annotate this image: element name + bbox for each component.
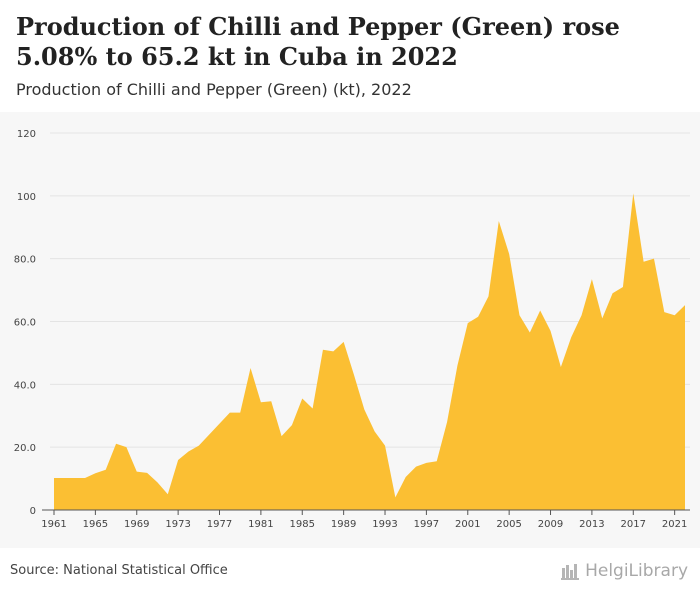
x-axis xyxy=(42,509,690,515)
data-point-1984[interactable] xyxy=(289,423,294,428)
data-point-2011[interactable] xyxy=(569,335,574,340)
x-tick-label: 2001 xyxy=(455,519,480,530)
data-point-1968[interactable] xyxy=(124,445,129,450)
data-point-1978[interactable] xyxy=(227,410,232,415)
data-point-2020[interactable] xyxy=(662,310,667,315)
data-point-2001[interactable] xyxy=(465,321,470,326)
y-tick-label: 120 xyxy=(17,129,36,140)
data-point-1969[interactable] xyxy=(134,469,139,474)
data-point-1967[interactable] xyxy=(114,441,119,446)
area-chart: 0 20.0 40.0 60.0 80.0 100 120 1961 1965 1969 1973… xyxy=(14,129,690,530)
data-point-1987[interactable] xyxy=(320,347,325,352)
data-point-2008[interactable] xyxy=(538,308,543,313)
x-tick-label: 1989 xyxy=(331,519,356,530)
data-point-1993[interactable] xyxy=(383,443,388,448)
data-point-1983[interactable] xyxy=(279,434,284,439)
data-point-2015[interactable] xyxy=(610,291,615,296)
data-point-2019[interactable] xyxy=(651,256,656,261)
data-point-2006[interactable] xyxy=(517,313,522,318)
data-point-1994[interactable] xyxy=(393,495,398,500)
data-point-2017[interactable] xyxy=(631,191,636,196)
data-point-1964[interactable] xyxy=(83,475,88,480)
x-tick-label: 1993 xyxy=(372,519,397,530)
data-point-2002[interactable] xyxy=(476,314,481,319)
data-point-1972[interactable] xyxy=(165,492,170,497)
data-point-1982[interactable] xyxy=(269,399,274,404)
data-point-1997[interactable] xyxy=(424,460,429,465)
data-point-1992[interactable] xyxy=(372,429,377,434)
data-point-1980[interactable] xyxy=(248,366,253,371)
chart-subtitle: Production of Chilli and Pepper (Green) … xyxy=(16,80,412,99)
x-tick-label: 2021 xyxy=(662,519,687,530)
data-point-1981[interactable] xyxy=(258,400,263,405)
data-point-1973[interactable] xyxy=(176,458,181,463)
x-tick-label: 2005 xyxy=(496,519,521,530)
x-tick-label: 1961 xyxy=(41,519,66,530)
data-point-1995[interactable] xyxy=(403,475,408,480)
chart-title: Production of Chilli and Pepper (Green) … xyxy=(16,12,620,71)
data-point-2012[interactable] xyxy=(579,313,584,318)
data-point-2004[interactable] xyxy=(496,218,501,223)
data-point-1996[interactable] xyxy=(414,464,419,469)
data-point-2013[interactable] xyxy=(589,277,594,282)
data-point-1988[interactable] xyxy=(331,349,336,354)
data-point-1970[interactable] xyxy=(145,470,150,475)
y-tick-label: 80.0 xyxy=(14,255,36,266)
data-point-1971[interactable] xyxy=(155,480,160,485)
data-point-2003[interactable] xyxy=(486,294,491,299)
data-point-2022[interactable] xyxy=(683,303,688,308)
data-point-2009[interactable] xyxy=(548,328,553,333)
data-point-1979[interactable] xyxy=(238,410,243,415)
x-tick-label: 2017 xyxy=(621,519,646,530)
x-tick-label: 1977 xyxy=(207,519,232,530)
y-tick-label: 0 xyxy=(30,506,36,517)
x-tick-label: 1969 xyxy=(124,519,149,530)
y-tick-label: 40.0 xyxy=(14,380,36,391)
data-point-1998[interactable] xyxy=(434,459,439,464)
data-point-1976[interactable] xyxy=(207,432,212,437)
x-tick-label: 2013 xyxy=(579,519,604,530)
data-point-2005[interactable] xyxy=(507,251,512,256)
grid-lines xyxy=(50,132,690,448)
chart-header: Production of Chilli and Pepper (Green) … xyxy=(0,0,700,112)
data-point-2021[interactable] xyxy=(672,313,677,318)
x-axis-tick-labels: 1961 1965 1969 1973 1977 1981 1985 1989 1993 1997… xyxy=(41,519,687,530)
data-point-1966[interactable] xyxy=(103,467,108,472)
data-point-1999[interactable] xyxy=(445,420,450,425)
data-point-1963[interactable] xyxy=(72,475,77,480)
production-area xyxy=(54,193,685,510)
x-tick-label: 1965 xyxy=(83,519,108,530)
y-tick-label: 20.0 xyxy=(14,443,36,454)
y-axis-tick-labels: 0 20.0 40.0 60.0 80.0 100 120 xyxy=(14,129,36,517)
data-point-2000[interactable] xyxy=(455,363,460,368)
data-point-1962[interactable] xyxy=(62,475,67,480)
data-point-1975[interactable] xyxy=(196,443,201,448)
data-point-2016[interactable] xyxy=(620,284,625,289)
data-point-1986[interactable] xyxy=(310,406,315,411)
x-tick-label: 1973 xyxy=(165,519,190,530)
data-point-1977[interactable] xyxy=(217,421,222,426)
brand-name: HelgiLibrary xyxy=(585,561,688,581)
data-point-2007[interactable] xyxy=(527,330,532,335)
source-note: Source: National Statistical Office xyxy=(10,563,228,578)
data-point-2018[interactable] xyxy=(641,259,646,264)
data-point-2014[interactable] xyxy=(600,316,605,321)
x-tick-label: 1981 xyxy=(248,519,273,530)
data-point-1965[interactable] xyxy=(93,471,98,476)
data-point-1985[interactable] xyxy=(300,396,305,401)
data-point-1974[interactable] xyxy=(186,449,191,454)
library-icon xyxy=(561,564,580,580)
data-point-1990[interactable] xyxy=(351,372,356,377)
x-tick-label: 1985 xyxy=(290,519,315,530)
x-tick-label: 1997 xyxy=(414,519,439,530)
data-point-1991[interactable] xyxy=(362,407,367,412)
area-series xyxy=(52,191,688,510)
data-point-1961[interactable] xyxy=(52,475,57,480)
data-point-2010[interactable] xyxy=(558,365,563,370)
data-point-1989[interactable] xyxy=(341,339,346,344)
y-tick-label: 100 xyxy=(17,192,36,203)
brand-logo: HelgiLibrary xyxy=(561,561,688,581)
y-tick-label: 60.0 xyxy=(14,318,36,329)
x-tick-label: 2009 xyxy=(538,519,563,530)
